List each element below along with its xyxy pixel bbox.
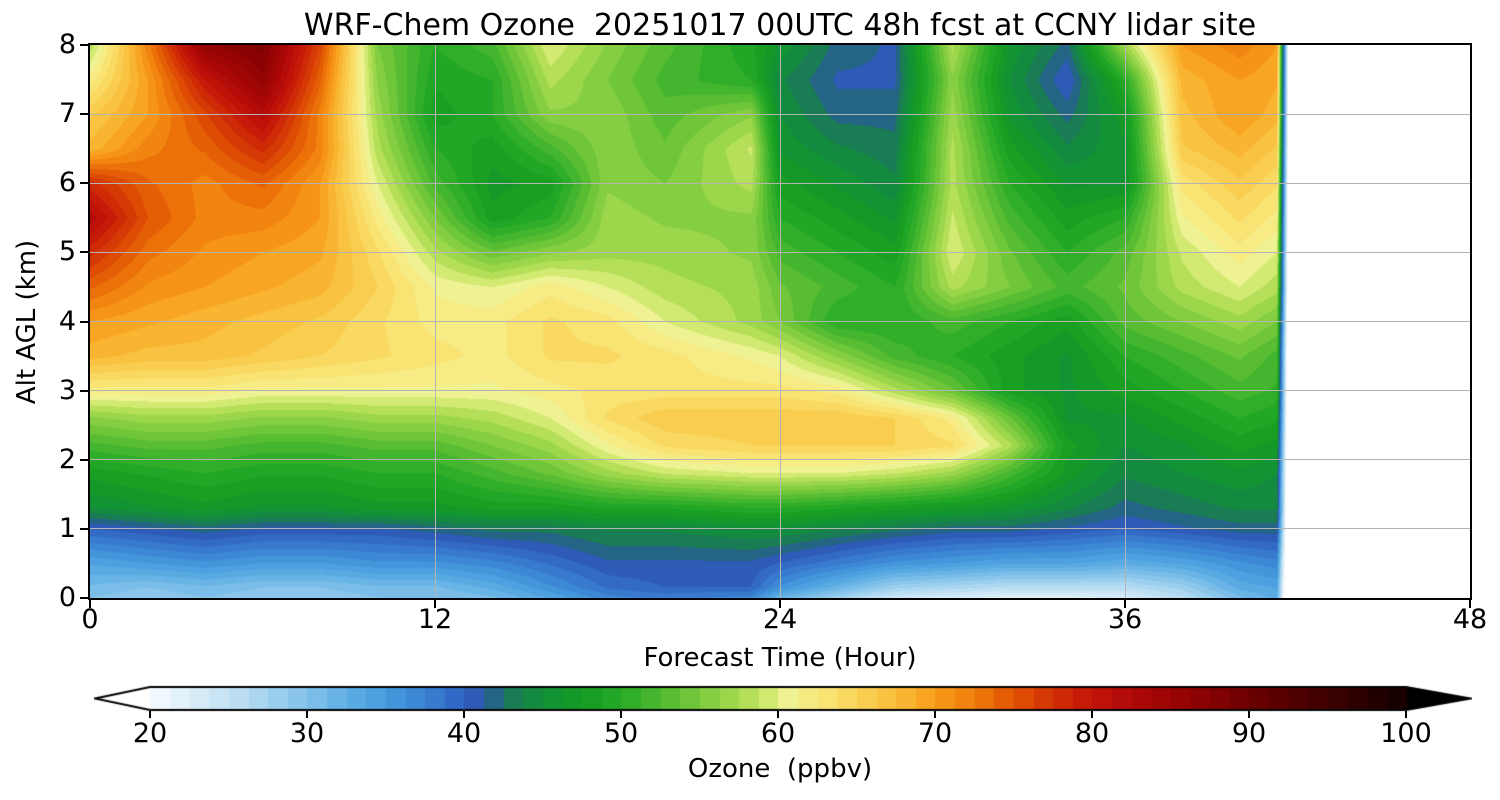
colorbar-tick-mark bbox=[463, 711, 465, 718]
colorbar-tick-mark bbox=[306, 711, 308, 718]
y-tick-mark bbox=[80, 251, 88, 254]
chart-title: WRF-Chem Ozone 20251017 00UTC 48h fcst a… bbox=[303, 8, 1257, 43]
x-tick-mark bbox=[1469, 600, 1471, 608]
y-tick-mark bbox=[80, 389, 88, 392]
colorbar-tick-label: 20 bbox=[132, 718, 168, 749]
x-tick-mark bbox=[89, 600, 91, 608]
colorbar-tick-label: 80 bbox=[1074, 718, 1110, 749]
x-tick-label: 36 bbox=[1107, 604, 1143, 635]
x-tick-label: 0 bbox=[81, 604, 99, 635]
colorbar-tick-mark bbox=[1248, 711, 1250, 718]
colorbar-tick-mark bbox=[620, 711, 622, 718]
y-tick-mark bbox=[80, 182, 88, 185]
y-tick-label: 4 bbox=[58, 305, 76, 337]
colorbar-tick-mark bbox=[149, 711, 151, 718]
colorbar-tick-mark bbox=[1091, 711, 1093, 718]
y-tick-label: 2 bbox=[58, 443, 76, 475]
colorbar-canvas bbox=[94, 685, 1472, 713]
y-tick-label: 0 bbox=[58, 582, 76, 613]
y-tick-mark bbox=[80, 458, 88, 461]
y-tick-label: 5 bbox=[58, 236, 76, 268]
y-tick-mark bbox=[80, 320, 88, 323]
colorbar-tick-label: 90 bbox=[1231, 718, 1267, 749]
y-axis-label: Alt AGL (km) bbox=[12, 239, 42, 405]
x-tick-mark bbox=[434, 600, 436, 608]
colorbar-tick-mark bbox=[777, 711, 779, 718]
y-tick-mark bbox=[80, 113, 88, 116]
colorbar-tick-label: 30 bbox=[289, 718, 325, 749]
colorbar-tick-label: 60 bbox=[760, 718, 796, 749]
x-tick-label: 12 bbox=[417, 604, 453, 635]
x-tick-mark bbox=[1124, 600, 1126, 608]
y-tick-label: 6 bbox=[58, 167, 76, 199]
y-tick-mark bbox=[80, 527, 88, 530]
y-tick-label: 1 bbox=[58, 512, 76, 544]
colorbar-tick-mark bbox=[1405, 711, 1407, 718]
colorbar-tick-label: 50 bbox=[603, 718, 639, 749]
y-tick-mark bbox=[80, 44, 88, 46]
contour-plot-canvas bbox=[90, 45, 1470, 598]
x-tick-label: 24 bbox=[762, 604, 798, 635]
colorbar-tick-mark bbox=[934, 711, 936, 718]
y-tick-mark bbox=[80, 597, 88, 599]
colorbar-label: Ozone (ppbv) bbox=[687, 754, 873, 784]
colorbar-tick-label: 100 bbox=[1380, 718, 1432, 749]
y-tick-label: 8 bbox=[58, 29, 76, 60]
y-tick-label: 3 bbox=[58, 374, 76, 406]
x-axis-label: Forecast Time (Hour) bbox=[643, 643, 917, 673]
y-tick-label: 7 bbox=[58, 98, 76, 130]
x-tick-label: 48 bbox=[1452, 604, 1488, 635]
x-tick-mark bbox=[779, 600, 781, 608]
colorbar-tick-label: 40 bbox=[446, 718, 482, 749]
colorbar-tick-label: 70 bbox=[917, 718, 953, 749]
